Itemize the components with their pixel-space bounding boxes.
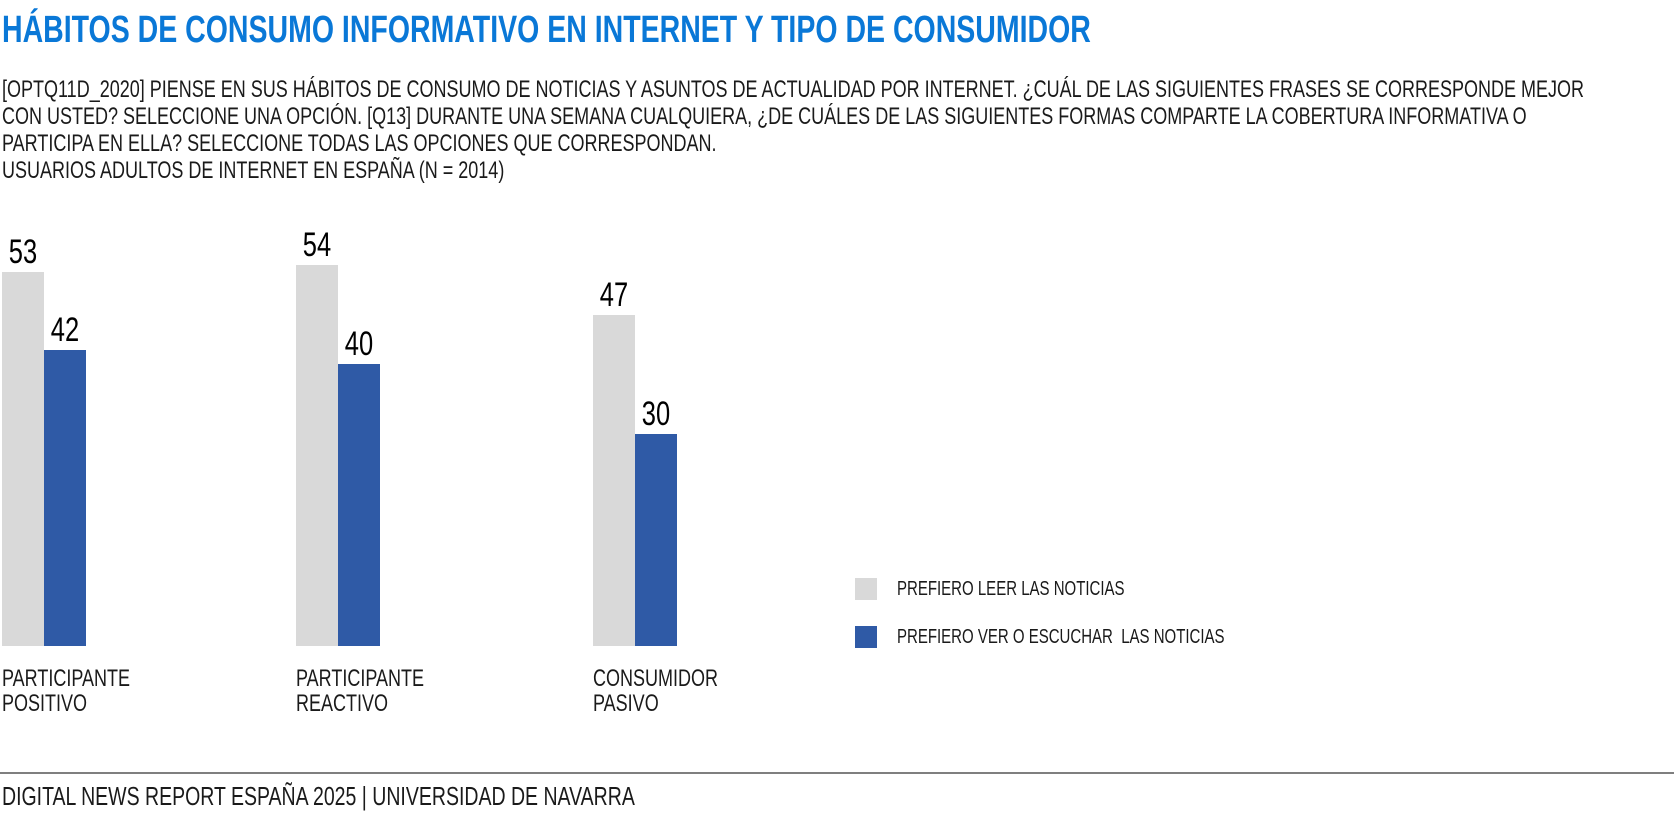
category-label-line: PARTICIPANTE: [296, 665, 425, 692]
bar-value-label: 42: [50, 311, 80, 349]
footer-rule: [0, 772, 1674, 774]
source-credit: DIGITAL NEWS REPORT ESPAÑA 2025 | UNIVER…: [2, 781, 635, 811]
category-label-line: CONSUMIDOR: [593, 665, 719, 692]
page-title: HÁBITOS DE CONSUMO INFORMATIVO EN INTERN…: [2, 9, 1091, 51]
category-label: PARTICIPANTE POSITIVO: [2, 666, 173, 716]
bar: [635, 434, 677, 646]
sample-base-line: USUARIOS ADULTOS DE INTERNET EN ESPAÑA (…: [2, 157, 505, 184]
bar: [593, 315, 635, 646]
bar-value-label: 40: [344, 325, 374, 363]
category-label-line: PASIVO: [593, 690, 659, 717]
category-label: PARTICIPANTE REACTIVO: [296, 666, 467, 716]
category-label-line: REACTIVO: [296, 690, 389, 717]
legend-swatch-blue: [855, 626, 877, 648]
bar: [338, 364, 380, 646]
legend-item-leer: PREFIERO LEER LAS NOTICIAS: [855, 578, 1334, 600]
question-line-1: [OPTQ11D_2020] PIENSE EN SUS HÁBITOS DE …: [2, 76, 1585, 103]
question-line-3: PARTICIPA EN ELLA? SELECCIONE TODAS LAS …: [2, 130, 717, 157]
category-label-line: POSITIVO: [2, 690, 88, 717]
legend: PREFIERO LEER LAS NOTICIAS PREFIERO VER …: [855, 578, 1334, 674]
category-label: CONSUMIDOR PASIVO: [593, 666, 760, 716]
bar: [44, 350, 86, 646]
question-line-2: CON USTED? SELECCIONE UNA OPCIÓN. [Q13] …: [2, 103, 1527, 130]
legend-label-ver-escuchar: PREFIERO VER O ESCUCHAR LAS NOTICIAS: [897, 626, 1225, 648]
bar-value-label: 54: [302, 226, 332, 264]
legend-item-ver-escuchar: PREFIERO VER O ESCUCHAR LAS NOTICIAS: [855, 626, 1334, 648]
bar-value-label: 47: [599, 276, 629, 314]
bar: [2, 272, 44, 646]
bar: [296, 265, 338, 646]
category-label-line: PARTICIPANTE: [2, 665, 131, 692]
legend-swatch-gray: [855, 578, 877, 600]
legend-label-leer: PREFIERO LEER LAS NOTICIAS: [897, 578, 1125, 600]
bar-value-label: 53: [8, 233, 38, 271]
question-text: [OPTQ11D_2020] PIENSE EN SUS HÁBITOS DE …: [2, 76, 1674, 184]
bar-value-label: 30: [641, 395, 671, 433]
